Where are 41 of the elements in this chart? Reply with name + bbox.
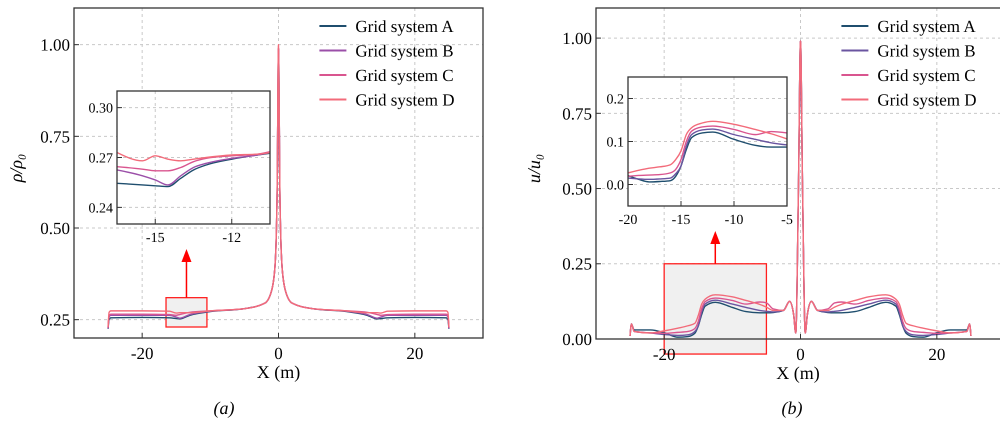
legend-label: Grid system B [355, 41, 454, 60]
y-axis-title: ρ/ρ₀ [6, 154, 26, 184]
y-tick-label: 0.27 [88, 151, 113, 166]
x-tick-label: -10 [724, 213, 744, 228]
y-tick-label: 0.25 [40, 310, 70, 330]
y-tick-label: 0.24 [88, 201, 113, 216]
x-tick-label: 20 [928, 345, 946, 364]
x-tick-label: 0 [796, 345, 805, 364]
x-tick-label: -20 [652, 345, 676, 364]
x-tick-label: -12 [222, 231, 242, 246]
x-tick-label: -20 [130, 344, 154, 363]
legend-label: Grid system D [877, 90, 977, 110]
y-tick-label: 1.00 [562, 29, 592, 48]
x-tick-label: 0 [274, 344, 283, 363]
y-tick-label: 0.50 [40, 218, 70, 238]
legend-label: Grid system C [355, 66, 454, 85]
text: (b) [782, 398, 802, 418]
y-axis-title: u/u₀ [524, 154, 544, 184]
x-tick-label: -15 [672, 213, 690, 228]
legend-label: Grid system C [877, 66, 976, 85]
x-tick-label: 20 [406, 344, 424, 363]
y-tick-label: 0.25 [562, 254, 592, 274]
legend-label: Grid system D [355, 90, 455, 110]
legend-label: Grid system A [355, 16, 454, 36]
y-tick-label: 0.50 [562, 179, 592, 198]
x-tick-label: -5 [781, 213, 793, 228]
legend-label: Grid system A [877, 16, 976, 36]
y-tick-label: 0.00 [562, 330, 592, 349]
y-tick-label: 1.00 [40, 36, 70, 55]
y-tick-label: 0.30 [88, 102, 113, 117]
y-tick-label: 0.2 [606, 92, 624, 108]
y-tick-label: 0.75 [40, 127, 70, 146]
x-axis-title: X (m) [256, 362, 300, 382]
y-tick-label: 0.1 [606, 135, 624, 150]
y-tick-label: 0.0 [606, 178, 624, 194]
x-axis-title: X (m) [776, 363, 820, 383]
legend-label: Grid system B [877, 41, 976, 60]
x-tick-label: -20 [618, 213, 638, 228]
y-tick-label: 0.75 [562, 104, 592, 124]
text: (a) [214, 398, 234, 418]
x-tick-label: -15 [146, 231, 165, 246]
